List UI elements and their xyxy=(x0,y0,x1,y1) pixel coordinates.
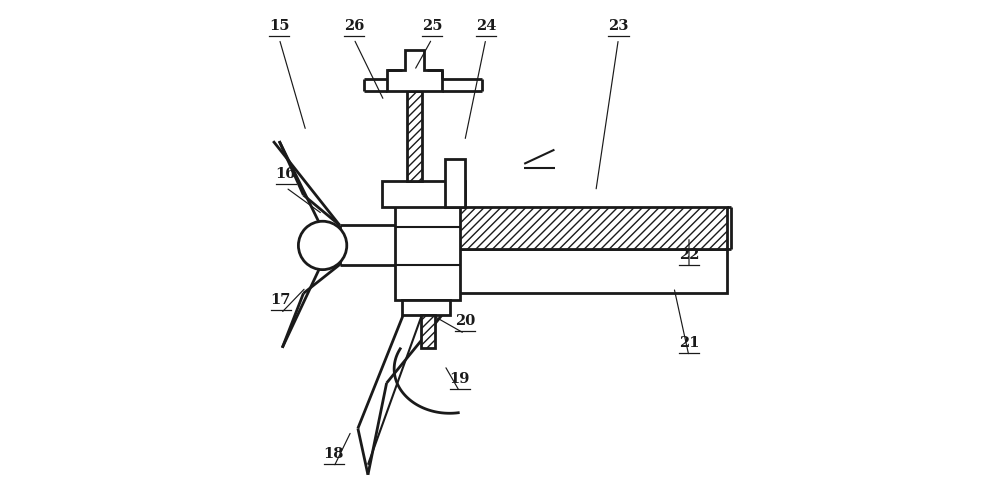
Text: 24: 24 xyxy=(476,19,496,33)
Text: 26: 26 xyxy=(344,19,364,33)
Text: 21: 21 xyxy=(679,336,699,350)
Bar xyxy=(445,159,465,207)
Text: 25: 25 xyxy=(422,19,442,33)
Circle shape xyxy=(298,221,347,270)
Bar xyxy=(407,91,422,181)
Bar xyxy=(395,197,460,300)
Bar xyxy=(382,181,465,207)
Polygon shape xyxy=(387,50,442,91)
Text: 15: 15 xyxy=(269,19,289,33)
Bar xyxy=(452,207,727,249)
Text: 16: 16 xyxy=(276,167,296,181)
Text: 17: 17 xyxy=(271,293,291,307)
Bar xyxy=(421,315,435,348)
Text: 18: 18 xyxy=(323,447,344,461)
Text: 23: 23 xyxy=(608,19,629,33)
Text: 20: 20 xyxy=(455,313,475,328)
Text: 19: 19 xyxy=(449,371,470,386)
Bar xyxy=(402,300,450,315)
Bar xyxy=(452,249,727,293)
Text: 22: 22 xyxy=(679,248,699,262)
